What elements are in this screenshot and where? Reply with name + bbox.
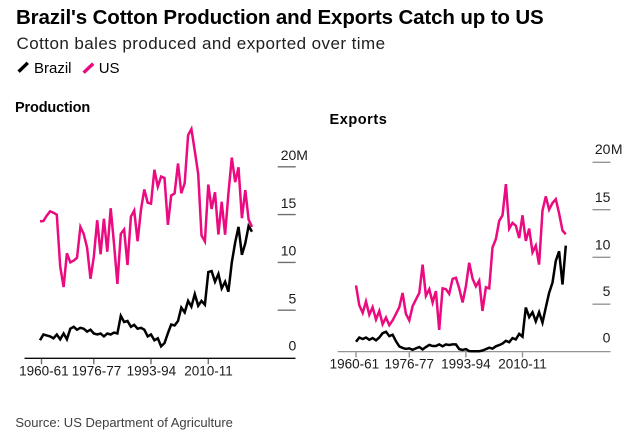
svg-text:10: 10 <box>281 243 297 259</box>
svg-text:1993-94: 1993-94 <box>441 356 491 371</box>
svg-text:15: 15 <box>281 195 297 211</box>
svg-text:10: 10 <box>595 237 611 253</box>
svg-text:M: M <box>611 141 623 157</box>
svg-text:1976-77: 1976-77 <box>72 364 122 379</box>
svg-text:5: 5 <box>289 290 297 306</box>
svg-text:5: 5 <box>603 283 611 299</box>
svg-text:1960-61: 1960-61 <box>19 364 69 379</box>
svg-text:20: 20 <box>595 141 611 157</box>
svg-text:M: M <box>296 147 308 163</box>
svg-text:1976-77: 1976-77 <box>385 356 435 371</box>
svg-text:1960-61: 1960-61 <box>330 356 380 371</box>
svg-text:1993-94: 1993-94 <box>127 364 177 379</box>
svg-text:2010-11: 2010-11 <box>184 364 233 379</box>
svg-text:0: 0 <box>289 337 297 353</box>
svg-text:0: 0 <box>603 329 611 345</box>
svg-text:20: 20 <box>281 147 297 163</box>
svg-text:15: 15 <box>595 189 611 205</box>
svg-text:2010-11: 2010-11 <box>498 356 547 371</box>
